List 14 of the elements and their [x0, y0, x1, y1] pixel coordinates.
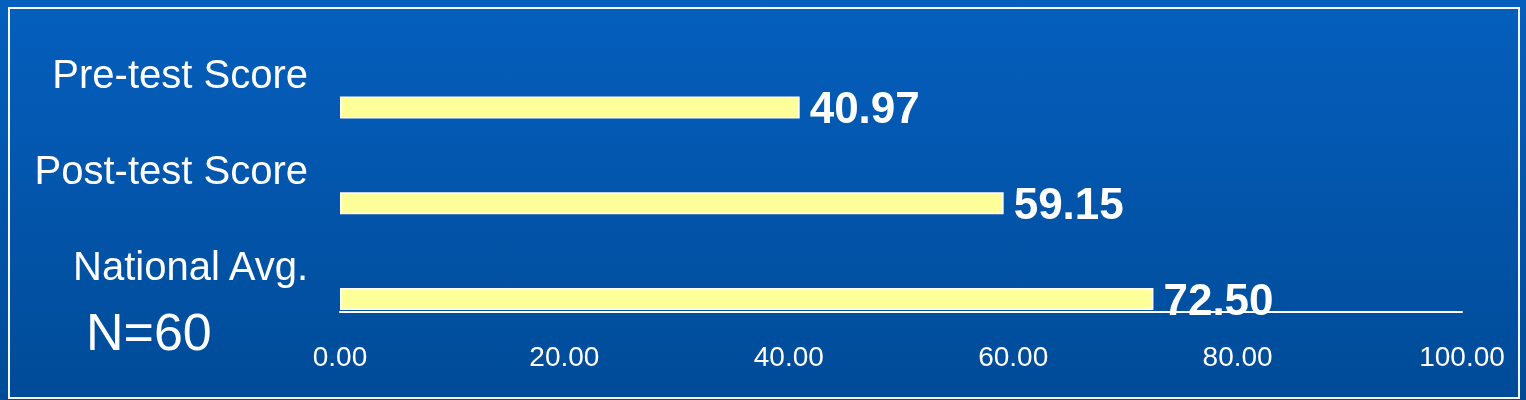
y-tick-label: Pre-test Score	[52, 52, 308, 97]
bar	[340, 192, 1004, 215]
y-tick-label: National Avg.	[73, 244, 308, 289]
x-tick-label: 60.00	[978, 340, 1049, 372]
y-tick-label: Post-test Score	[34, 148, 308, 193]
bar	[340, 96, 800, 119]
x-tick-label: 40.00	[753, 340, 824, 372]
x-tick-label: 20.00	[529, 340, 600, 372]
data-label: 59.15	[1013, 178, 1124, 228]
x-tick-label: 100.00	[1419, 340, 1505, 372]
x-tick-label: 0.00	[312, 340, 368, 372]
data-label: 40.97	[809, 82, 920, 132]
text: N=60	[86, 303, 212, 361]
x-tick-label: 80.00	[1202, 340, 1273, 372]
